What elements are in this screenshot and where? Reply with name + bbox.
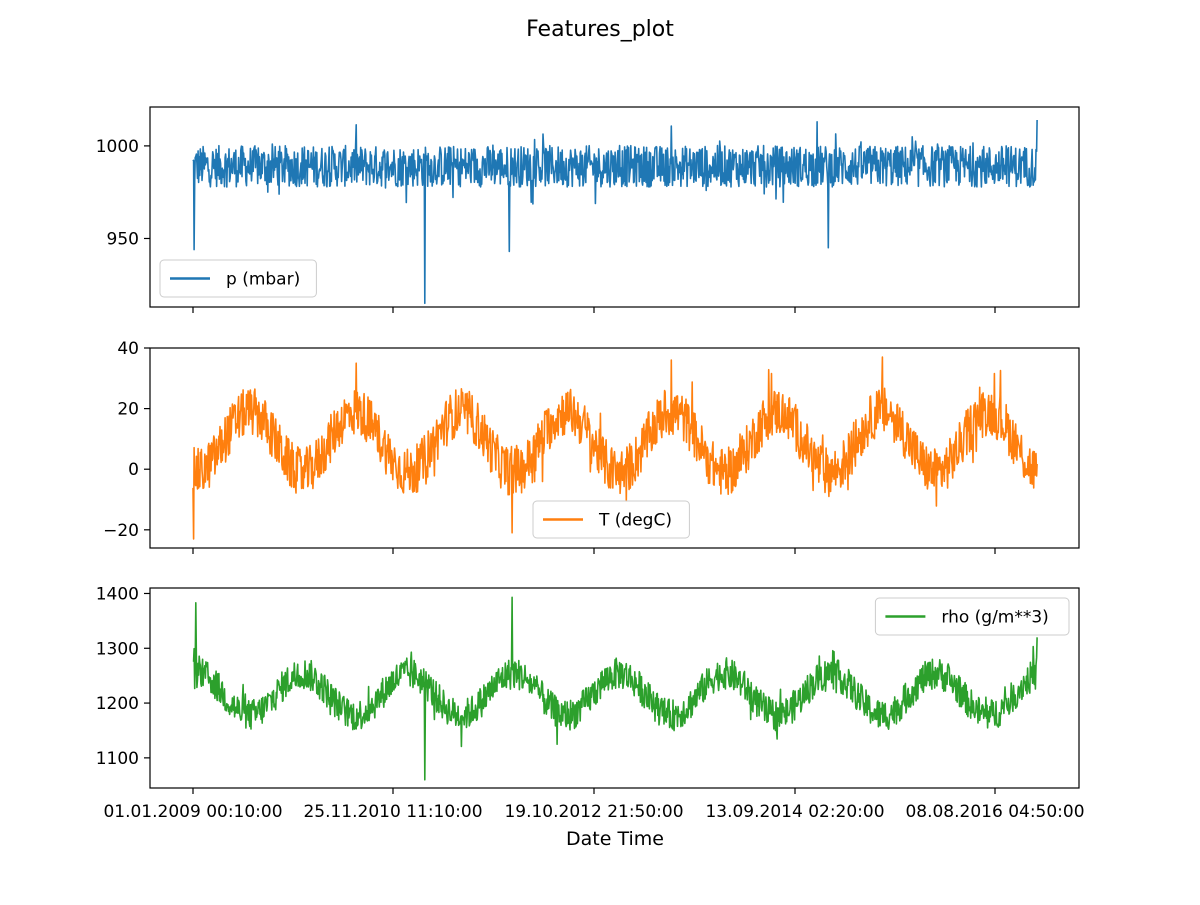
x-tick-label: 25.11.2010 11:10:00 [303,802,482,822]
legend: rho (g/m**3) [874,597,1070,636]
axes-frame [149,587,1080,789]
x-tick-label: 01.01.2009 00:10:00 [103,802,282,822]
x-tick-labels: 01.01.2009 00:10:00 25.11.2010 11:10:00 19… [103,802,1084,822]
figure-title: Features_plot [526,17,674,42]
y-tick-label: 950 [107,229,139,249]
y-tick-label: −20 [103,521,139,541]
legend-box [874,597,1070,636]
series-line [192,596,1038,781]
x-tick-label: 13.09.2014 02:20:00 [705,802,884,822]
subplot-3: 1100 1200 1300 1400 rho (g/m**3) [96,584,1080,794]
y-tick-label: 1100 [96,749,139,769]
y-tick-label: 20 [117,400,139,420]
legend: T (degC) [532,500,690,539]
legend-box [159,259,317,298]
y-tick-label: 40 [117,339,139,359]
axes-frame [149,347,1080,549]
subplot-1: 950 1000 p (mbar) [96,106,1080,313]
series-line [192,356,1038,540]
y-tick-label: 1000 [96,137,139,157]
axes-frame [149,106,1080,308]
series-line [192,119,1038,305]
x-axis-label: Date Time [566,828,664,850]
legend: p (mbar) [159,259,317,298]
y-tick-label: 1200 [96,694,139,714]
legend-label: p (mbar) [226,270,300,290]
legend-label: T (degC) [598,511,672,531]
x-tick-label: 08.08.2016 04:50:00 [905,802,1084,822]
legend-box [532,500,690,539]
y-tick-label: 0 [128,460,139,480]
subplot-2: −20 0 20 40 T (degC) [103,339,1080,554]
y-tick-label: 1400 [96,584,139,604]
y-tick-label: 1300 [96,639,139,659]
legend-label: rho (g/m**3) [941,608,1048,628]
x-tick-label: 19.10.2012 21:50:00 [504,802,683,822]
